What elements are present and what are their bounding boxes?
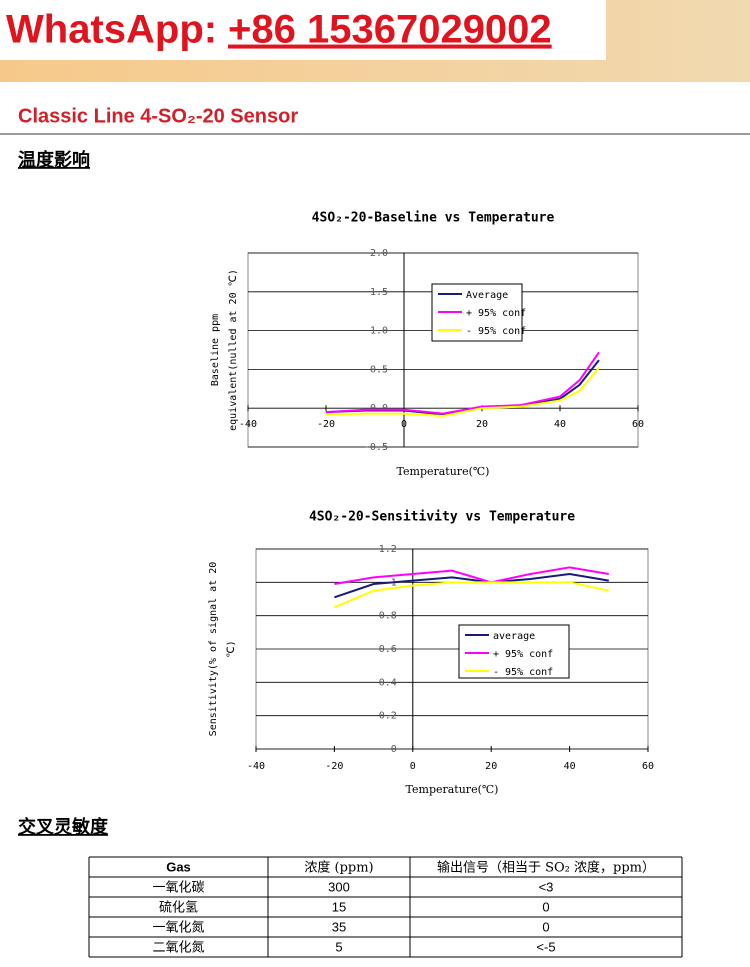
table-header-cell: 浓度 (ppm) (304, 860, 373, 876)
y-axis-label: Baseline ppm (210, 314, 221, 386)
y-tick-label: 1.0 (370, 326, 388, 337)
x-tick-label: 60 (632, 419, 644, 430)
legend-label: Average (466, 290, 508, 301)
table-cell: 硫化氢 (159, 901, 198, 916)
x-tick-label: -20 (317, 419, 335, 430)
y-axis-label: equivalent(nulled at 20 ℃) (228, 269, 239, 431)
x-tick-label: -40 (247, 761, 265, 772)
series-line (334, 572, 609, 599)
table-cell: 一氧化碳 (152, 881, 204, 896)
x-axis-label: Temperature(℃) (406, 783, 499, 796)
table-cell: 15 (332, 899, 346, 914)
chart-title: 4SO₂-20-Sensitivity vs Temperature (309, 510, 575, 525)
banner-box (0, 0, 606, 60)
chart-title: 4SO₂-20-Baseline vs Temperature (312, 211, 555, 226)
table-cell: 5 (335, 939, 342, 954)
y-tick-label: 1.5 (370, 287, 388, 298)
table-cell: 0 (542, 899, 549, 914)
series-line (334, 581, 610, 609)
series-line (325, 367, 600, 417)
x-tick-label: -40 (239, 419, 257, 430)
y-tick-label: 0 (391, 744, 397, 755)
y-tick-label: 0.2 (379, 711, 397, 722)
table-cell: 二氧化氮 (152, 941, 204, 956)
x-tick-label: 40 (554, 419, 566, 430)
y-tick-label: -0.5 (364, 442, 388, 453)
table-cell: <-5 (536, 939, 555, 954)
table-cell: 一氧化氮 (152, 921, 204, 936)
y-tick-label: 2.0 (370, 248, 388, 259)
y-tick-label: 1.2 (379, 544, 397, 555)
table-cell: 0 (542, 919, 549, 934)
series-line (334, 566, 609, 585)
legend-label: average (493, 631, 535, 642)
x-tick-label: 20 (485, 761, 497, 772)
legend-label: - 95% conf (466, 326, 526, 337)
table-cell: <3 (539, 879, 554, 894)
table-header-cell: Gas (166, 859, 191, 874)
legend-label: + 95% conf (466, 308, 526, 319)
legend-label: - 95% conf (493, 667, 553, 678)
series-line (325, 351, 600, 415)
legend-label: + 95% conf (493, 649, 553, 660)
banner-label: WhatsApp: (6, 8, 217, 52)
y-tick-label: 0.6 (379, 644, 397, 655)
y-axis-label: Sensitivity(% of signal at 20 (208, 562, 219, 737)
plot-area (247, 252, 639, 448)
legend-box (458, 624, 570, 679)
y-axis-label: ℃) (226, 640, 237, 657)
x-axis-label: Temperature(℃) (397, 465, 490, 478)
x-tick-label: 40 (564, 761, 576, 772)
y-tick-label: 0.8 (379, 611, 397, 622)
section-title: 交叉灵敏度 (18, 816, 109, 838)
header-title: Classic Line 4-SO₂-20 Sensor (18, 105, 298, 127)
series-line (325, 359, 600, 416)
x-tick-label: 20 (476, 419, 488, 430)
table-header-cell: 输出信号（相当于 SO₂ 浓度，ppm） (437, 860, 655, 876)
y-tick-label: 0.0 (370, 403, 388, 414)
x-tick-label: 0 (410, 761, 416, 772)
x-tick-label: 0 (401, 419, 407, 430)
section-title: 温度影响 (18, 149, 90, 171)
table-cell: 300 (328, 879, 350, 894)
banner-phone[interactable]: +86 15367029002 (228, 8, 552, 52)
x-tick-label: 60 (642, 761, 654, 772)
y-tick-label: 0.4 (379, 677, 397, 688)
y-tick-label: 0.5 (370, 364, 388, 375)
x-tick-label: -20 (325, 761, 343, 772)
table-cell: 35 (332, 919, 346, 934)
